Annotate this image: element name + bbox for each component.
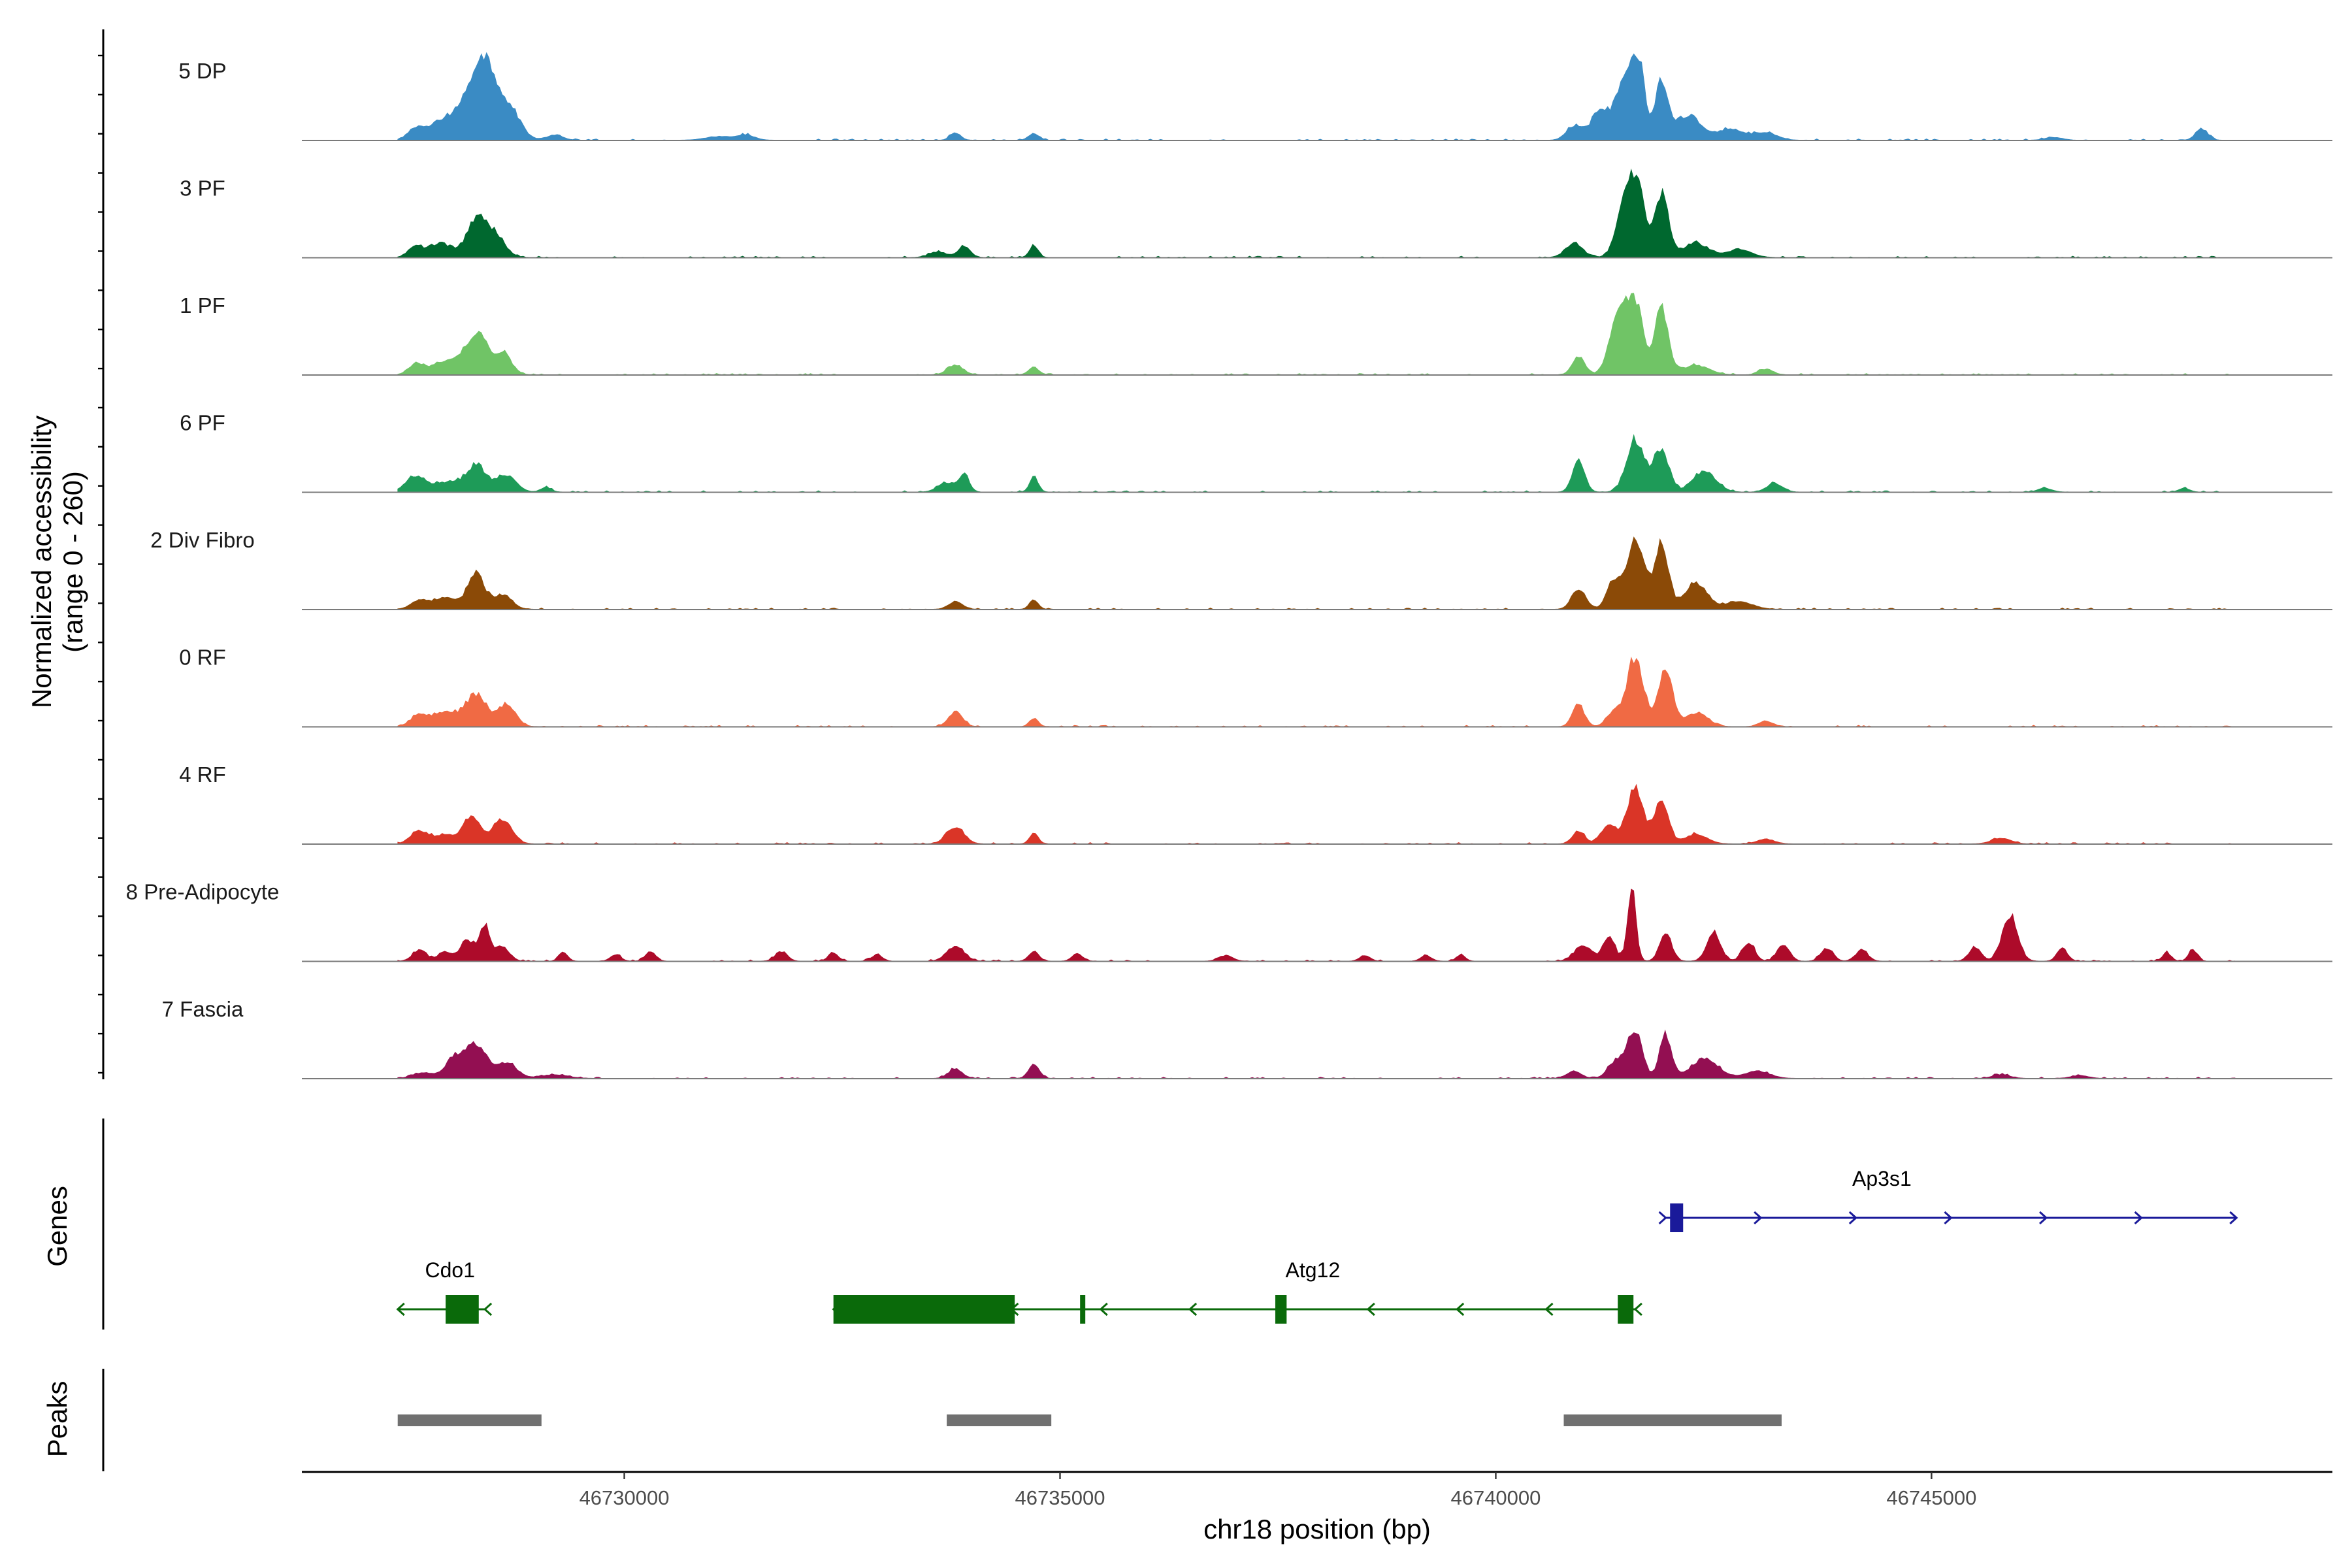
x-tick-label: 46735000 xyxy=(1015,1486,1105,1509)
coverage-area xyxy=(397,293,2237,376)
track-label: 0 RF xyxy=(179,645,226,670)
y-axis-title-line-1: Normalized accessibility xyxy=(26,416,57,708)
track: 4 RF xyxy=(179,762,2332,845)
strand-arrow xyxy=(1848,1211,1858,1225)
strand-arrow xyxy=(1366,1302,1375,1316)
track: 8 Pre-Adipocyte xyxy=(126,880,2332,962)
track-label: 4 RF xyxy=(179,762,226,787)
gene-exon xyxy=(1670,1203,1684,1232)
strand-arrow xyxy=(1633,1302,1642,1316)
track: 6 PF xyxy=(180,411,2332,493)
y-axis xyxy=(98,29,105,1079)
gene-exon xyxy=(833,1295,1015,1324)
x-tick-label: 46730000 xyxy=(580,1486,670,1509)
strand-arrow xyxy=(1455,1302,1465,1316)
gene-exon xyxy=(446,1295,479,1324)
gene-model: Atg12 xyxy=(832,1258,1642,1324)
track: 2 Div Fibro xyxy=(150,528,2332,610)
strand-arrow xyxy=(1188,1302,1198,1316)
track: 1 PF xyxy=(180,293,2332,376)
genes-panel-label: Genes xyxy=(42,1186,73,1267)
strand-arrow xyxy=(1754,1211,1763,1225)
coverage-area xyxy=(397,536,2237,610)
x-tick-label: 46740000 xyxy=(1450,1486,1541,1509)
gene-label: Cdo1 xyxy=(425,1258,476,1282)
peak-region xyxy=(397,1414,542,1426)
y-axis-title-line-2: (range 0 - 260) xyxy=(57,471,88,653)
gene-exon xyxy=(1080,1295,1086,1324)
peak-region xyxy=(1563,1414,1782,1426)
strand-arrow xyxy=(2134,1211,2143,1225)
track-label: 5 DP xyxy=(178,59,226,83)
track-label: 3 PF xyxy=(180,176,225,201)
coverage-area xyxy=(397,168,2237,258)
gene-exon xyxy=(1618,1295,1634,1324)
coverage-area xyxy=(397,1029,2237,1079)
peak-region xyxy=(947,1414,1052,1426)
strand-arrow xyxy=(1099,1302,1108,1316)
track-label: 1 PF xyxy=(180,293,225,318)
x-axis-title: chr18 position (bp) xyxy=(1203,1514,1431,1544)
track: 0 RF xyxy=(179,645,2332,728)
coverage-area xyxy=(397,434,2237,493)
gene-label: Ap3s1 xyxy=(1852,1167,1912,1190)
strand-arrow xyxy=(1944,1211,1953,1225)
strand-arrow xyxy=(2229,1211,2238,1225)
gene-exon xyxy=(1275,1295,1287,1324)
gene-model: Ap3s1 xyxy=(1658,1167,2238,1232)
coverage-tracks: 5 DP 3 PF 1 PF 6 PF 2 Div Fibro 0 RF 4 RF 8 Pre… xyxy=(126,52,2332,1079)
genes-panel: Ap3s1 Cdo1 Atg12 xyxy=(102,1119,2238,1330)
x-axis: 46730000 46735000 46740000 46745000 xyxy=(302,1471,2332,1509)
peaks-panel-label: Peaks xyxy=(42,1381,73,1458)
track-label: 2 Div Fibro xyxy=(150,528,255,552)
coverage-area xyxy=(397,52,2237,141)
track: 5 DP xyxy=(178,52,2332,141)
strand-arrow xyxy=(1544,1302,1554,1316)
coverage-area xyxy=(397,889,2237,962)
strand-arrow xyxy=(2039,1211,2048,1225)
x-tick-label: 46745000 xyxy=(1886,1486,1976,1509)
peaks-panel xyxy=(102,1369,1782,1471)
track-label: 7 Fascia xyxy=(162,997,244,1021)
track-label: 6 PF xyxy=(180,411,225,435)
track: 7 Fascia xyxy=(162,997,2332,1079)
coverage-area xyxy=(397,783,2237,845)
coverage-area xyxy=(397,656,2237,727)
track-label: 8 Pre-Adipocyte xyxy=(126,880,280,904)
strand-arrow xyxy=(483,1302,493,1316)
strand-arrow xyxy=(396,1302,405,1316)
strand-arrow xyxy=(1658,1211,1667,1225)
track: 3 PF xyxy=(180,168,2332,259)
gene-model: Cdo1 xyxy=(396,1258,493,1324)
gene-label: Atg12 xyxy=(1286,1258,1341,1282)
